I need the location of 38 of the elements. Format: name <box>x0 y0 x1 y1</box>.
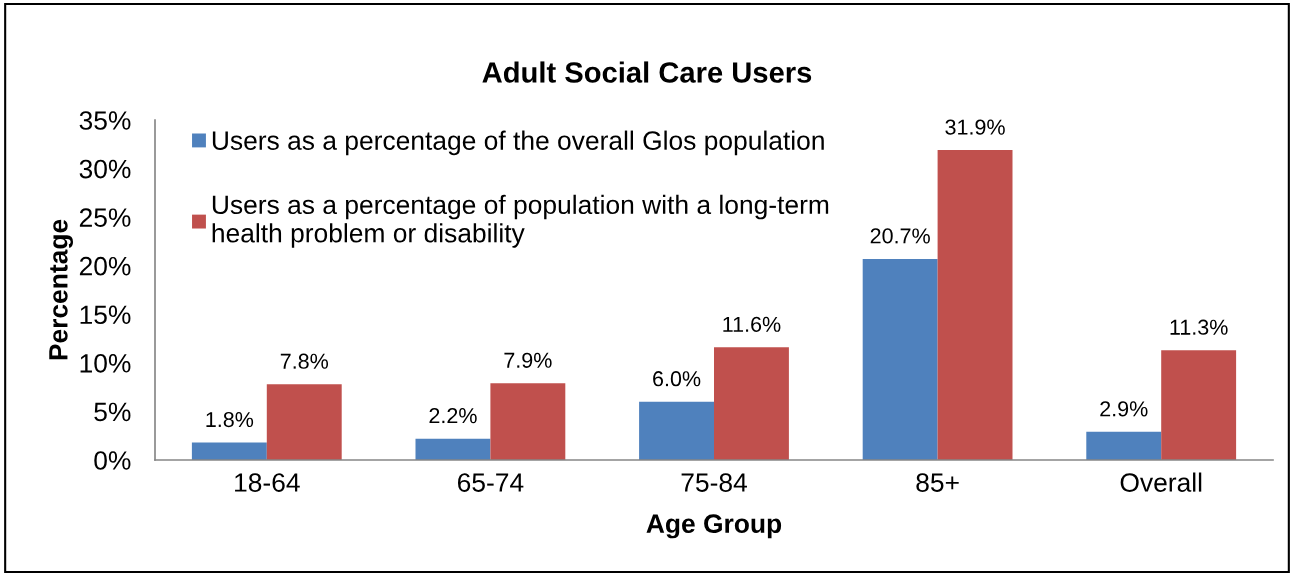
y-tick-label: 30% <box>79 159 131 179</box>
bar <box>714 347 789 460</box>
bar <box>937 150 1013 460</box>
bar <box>639 401 714 460</box>
x-tick-label: 65-74 <box>458 473 524 492</box>
bar <box>191 442 267 460</box>
x-tick-label: 18-64 <box>235 473 300 492</box>
y-axis-title: Percentage <box>49 219 74 360</box>
bar <box>862 258 938 460</box>
data-label: 20.7% <box>870 228 930 244</box>
y-tick-label: 15% <box>80 305 131 325</box>
data-label: 2.9% <box>1100 401 1148 417</box>
y-tick-label: 10% <box>80 353 131 373</box>
x-tick-label: 75-84 <box>681 473 747 492</box>
x-tick-label: 85+ <box>916 473 959 492</box>
data-label: 1.8% <box>206 411 254 428</box>
data-label: 11.6% <box>723 316 781 332</box>
bar <box>1086 431 1162 460</box>
y-tick-label: 20% <box>79 256 131 276</box>
bar <box>266 384 342 460</box>
y-tick-label: 0% <box>94 451 131 470</box>
legend-label: Users as a percentage of the overall Glos population <box>212 130 824 156</box>
data-label: 11.3% <box>1170 319 1228 335</box>
y-tick-label: 35% <box>79 111 131 130</box>
data-label: 7.9% <box>504 352 552 368</box>
data-label: 7.8% <box>280 353 329 369</box>
y-tick-label: 25% <box>79 208 131 227</box>
data-label: 2.2% <box>429 408 477 424</box>
data-label: 31.9% <box>945 119 1005 135</box>
x-axis-title: Age Group <box>646 514 782 539</box>
bar <box>1161 350 1237 460</box>
bar <box>490 383 566 460</box>
legend-label: Users as a percentage of population with a long-term health problem or disability <box>212 194 829 248</box>
chart-title: Adult Social Care Users <box>482 61 812 83</box>
x-tick-label: Overall <box>1120 472 1202 492</box>
bar <box>415 438 491 460</box>
y-tick-label: 5% <box>94 402 131 422</box>
data-label: 6.0% <box>653 371 701 387</box>
